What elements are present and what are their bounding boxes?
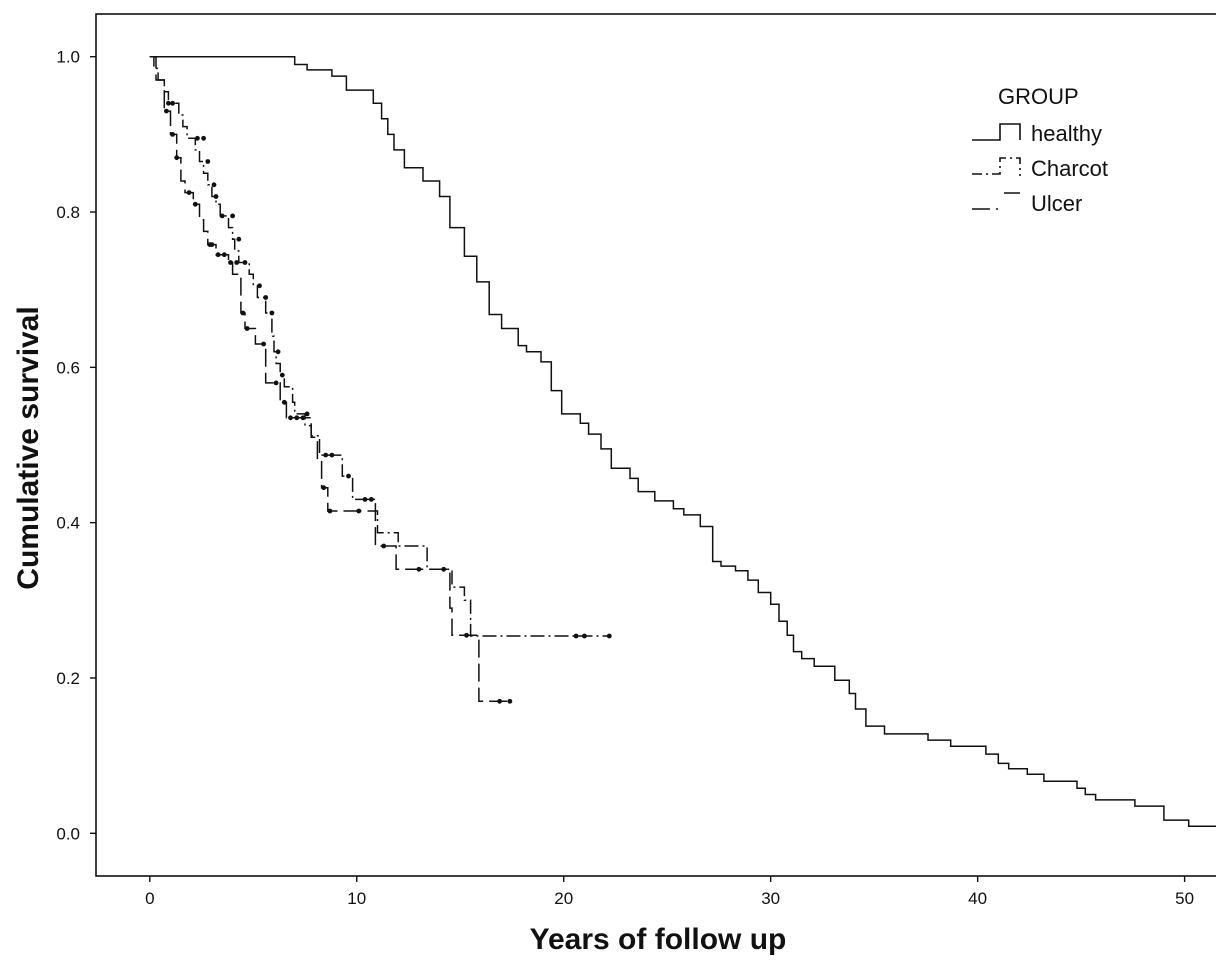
censor-mark (323, 452, 329, 458)
censor-mark (368, 497, 374, 502)
censor-mark (356, 508, 362, 514)
y-tick-label: 0.2 (56, 669, 80, 688)
legend: GROUP healthy Charcot Ulcer (972, 84, 1108, 216)
y-tick-label: 1.0 (56, 48, 80, 67)
censor-mark (261, 341, 266, 347)
censor-mark (263, 295, 269, 300)
censor-mark (192, 201, 198, 207)
censor-mark (164, 108, 169, 114)
censor-mark (209, 242, 215, 248)
censor-mark (321, 485, 327, 491)
censor-mark (211, 182, 217, 188)
series-line-ulcer (149, 55, 512, 703)
y-axis: 0.0 0.2 0.4 0.6 0.8 1.0 (56, 48, 96, 843)
legend-symbol-ulcer (972, 192, 1020, 210)
censor-mark (230, 213, 236, 219)
censor-mark (244, 326, 250, 331)
series-ulcer (149, 55, 513, 704)
censor-mark (507, 698, 513, 704)
legend-label-charcot: Charcot (1031, 156, 1108, 181)
censor-mark (288, 415, 293, 421)
censor-mark (221, 252, 227, 258)
x-tick-label: 0 (145, 889, 154, 908)
series-healthy (149, 55, 1216, 828)
legend-symbol-charcot (972, 157, 1021, 176)
series-line-charcot (149, 55, 610, 637)
series-layer (149, 55, 1216, 828)
series-charcot (149, 55, 612, 639)
censor-mark (201, 135, 207, 141)
legend-symbol-healthy (972, 123, 1021, 141)
censor-mark (441, 566, 447, 572)
x-axis: 0 10 20 30 40 50 (145, 876, 1194, 908)
x-tick-label: 10 (347, 889, 366, 908)
censor-mark (195, 135, 200, 141)
censor-mark (381, 543, 387, 549)
x-axis-title: Years of follow up (530, 923, 787, 955)
censor-mark (213, 194, 219, 199)
legend-label-healthy: healthy (1031, 121, 1102, 146)
y-tick-label: 0.6 (56, 358, 80, 377)
censor-mark (166, 100, 171, 106)
censor-mark (257, 283, 262, 289)
censor-mark (464, 632, 469, 638)
censor-mark (346, 473, 351, 479)
censor-mark (269, 310, 275, 316)
y-tick-label: 0.0 (56, 824, 80, 843)
censor-mark (300, 415, 306, 421)
censor-mark (170, 100, 176, 106)
censor-mark (242, 260, 248, 265)
censor-mark (234, 260, 240, 265)
censor-mark (275, 349, 281, 355)
x-tick-label: 30 (761, 889, 780, 908)
legend-title: GROUP (998, 84, 1079, 109)
y-tick-label: 0.8 (56, 203, 80, 222)
x-tick-label: 40 (968, 889, 987, 908)
censor-mark (174, 155, 180, 161)
censor-mark (294, 415, 300, 421)
censor-mark (582, 633, 587, 639)
legend-label-ulcer: Ulcer (1031, 191, 1082, 216)
censor-mark (606, 633, 612, 639)
censor-mark (497, 698, 502, 704)
censor-mark (215, 252, 221, 258)
censor-mark (279, 372, 285, 378)
y-axis-title: Cumulative survival (12, 306, 45, 589)
censor-mark (186, 190, 192, 196)
censor-mark (327, 508, 333, 514)
censor-mark (416, 566, 422, 572)
censor-mark (362, 497, 368, 502)
censor-mark (281, 399, 287, 405)
censor-mark (228, 260, 233, 265)
censor-mark (205, 159, 211, 164)
censor-mark (573, 633, 579, 639)
x-tick-label: 50 (1175, 889, 1194, 908)
censor-mark (219, 213, 225, 219)
y-tick-label: 0.4 (56, 514, 80, 533)
series-line-healthy (149, 55, 1216, 828)
x-tick-label: 20 (554, 889, 573, 908)
censor-mark (329, 452, 335, 458)
censor-mark (170, 132, 176, 137)
censor-mark (273, 380, 279, 386)
censor-mark (304, 411, 310, 417)
censor-mark (240, 310, 246, 316)
plot-frame (95, 13, 1216, 877)
censor-mark (236, 236, 242, 242)
